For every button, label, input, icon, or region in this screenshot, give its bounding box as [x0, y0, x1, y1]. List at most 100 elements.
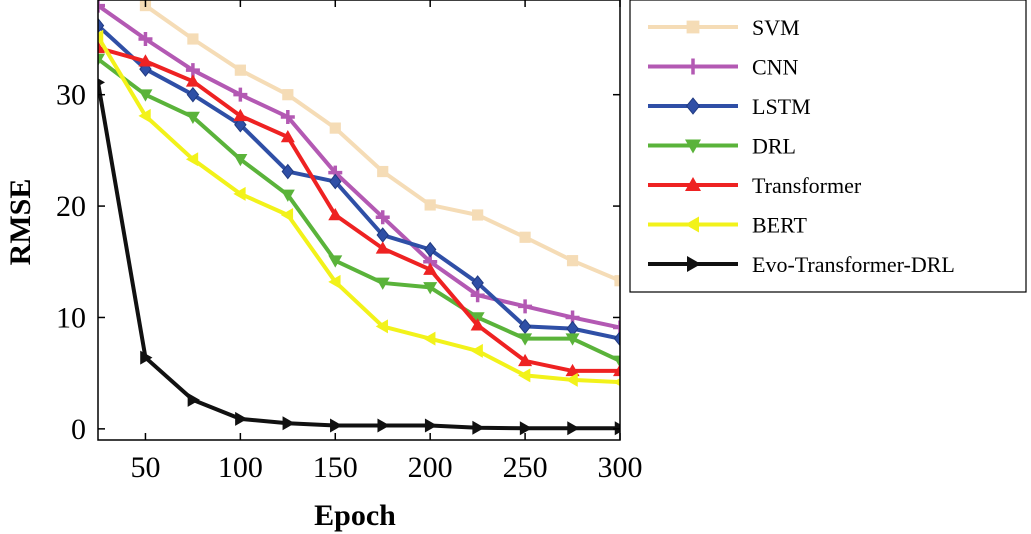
- data-point: [234, 64, 246, 76]
- x-tick-label: 300: [598, 451, 643, 484]
- y-tick-label: 30: [56, 79, 86, 112]
- axes: 50 100 150 200 250 300 0 10 20 30: [56, 0, 643, 484]
- data-point: [518, 318, 532, 335]
- series-bert: [98, 29, 620, 387]
- data-point: [280, 109, 295, 124]
- x-tick-label: 50: [130, 451, 160, 484]
- series-lstm: [98, 17, 620, 347]
- data-point: [138, 31, 153, 46]
- data-point: [185, 152, 199, 167]
- data-point: [423, 331, 436, 346]
- data-point: [233, 154, 248, 167]
- legend-entry: CNN: [648, 55, 799, 80]
- data-point: [140, 350, 153, 365]
- legend-label: CNN: [752, 55, 799, 80]
- series-line: [98, 57, 620, 363]
- data-point: [328, 274, 341, 289]
- legend-entry: LSTM: [648, 94, 811, 119]
- legend-swatch-marker: [685, 97, 701, 115]
- data-point: [280, 130, 295, 143]
- legend-swatch-marker: [685, 216, 699, 233]
- series-line: [98, 45, 620, 373]
- data-point: [472, 420, 485, 435]
- data-point: [280, 189, 295, 202]
- data-point: [614, 275, 620, 287]
- data-point: [186, 86, 200, 103]
- data-point: [233, 87, 248, 102]
- legend-label: LSTM: [752, 94, 811, 119]
- legend-entry: Transformer: [648, 173, 862, 198]
- data-point: [280, 207, 294, 222]
- data-point: [375, 241, 390, 254]
- data-point: [234, 116, 247, 133]
- data-point: [519, 421, 533, 436]
- data-point: [282, 416, 295, 431]
- y-axis-label: RMSE: [4, 179, 37, 266]
- series-line: [98, 3, 620, 330]
- data-point: [613, 363, 620, 377]
- legend-swatch-marker: [685, 177, 701, 191]
- data-point: [375, 277, 390, 290]
- series-layer: [98, 0, 620, 436]
- series-cnn: [98, 0, 620, 335]
- legend-label: Transformer: [752, 173, 862, 198]
- data-point: [423, 262, 438, 275]
- series-evo-transformer-drl: [98, 78, 620, 436]
- data-point: [233, 186, 246, 201]
- y-tick-label: 10: [56, 301, 86, 334]
- y-tick-label: 0: [71, 413, 86, 446]
- x-tick-label: 150: [313, 451, 358, 484]
- legend-label: SVM: [752, 15, 800, 40]
- data-point: [566, 255, 579, 267]
- legend: SVM CNN LSTM DRL Transformer BERT Evo-Transfor…: [629, 0, 1027, 293]
- data-point: [281, 163, 295, 180]
- data-point: [98, 40, 105, 54]
- data-point: [471, 275, 484, 291]
- data-point: [328, 207, 343, 221]
- data-point: [185, 74, 200, 87]
- data-point: [470, 343, 483, 358]
- legend-label: Evo-Transformer-DRL: [752, 252, 955, 277]
- x-tick-label: 100: [218, 451, 263, 484]
- data-point: [613, 330, 620, 347]
- data-point: [375, 319, 388, 334]
- data-point: [613, 355, 620, 368]
- data-point: [423, 241, 437, 258]
- data-point: [519, 231, 531, 243]
- data-point: [375, 210, 390, 225]
- data-point: [377, 165, 389, 178]
- legend-swatch-marker: [685, 58, 701, 75]
- data-point: [138, 54, 153, 67]
- x-tick-label: 250: [503, 451, 548, 484]
- data-point: [329, 122, 341, 134]
- data-point: [187, 33, 199, 45]
- data-point: [518, 353, 533, 367]
- data-point: [98, 29, 104, 44]
- series-drl: [98, 53, 620, 368]
- data-point: [565, 363, 580, 377]
- data-point: [565, 333, 580, 346]
- data-point: [613, 378, 620, 387]
- plot-frame: [97, 0, 621, 441]
- legend-swatch-marker: [687, 256, 701, 272]
- series-line: [98, 82, 620, 431]
- data-point: [187, 392, 200, 407]
- data-point: [518, 368, 531, 383]
- data-point: [423, 282, 438, 295]
- data-point: [282, 89, 294, 101]
- legend-swatch-marker: [686, 20, 700, 34]
- legend-label: DRL: [752, 134, 796, 159]
- series-line: [98, 35, 620, 385]
- data-point: [613, 320, 620, 335]
- legend-entry: DRL: [648, 134, 796, 159]
- x-tick-label: 200: [408, 451, 453, 484]
- data-point: [424, 199, 436, 211]
- legend-entry: BERT: [648, 213, 807, 238]
- legend-swatch-marker: [685, 139, 701, 154]
- data-point: [470, 318, 485, 331]
- data-point: [472, 209, 484, 221]
- data-point: [329, 173, 342, 190]
- data-point: [518, 333, 533, 346]
- data-point: [567, 421, 580, 436]
- data-point: [233, 108, 248, 122]
